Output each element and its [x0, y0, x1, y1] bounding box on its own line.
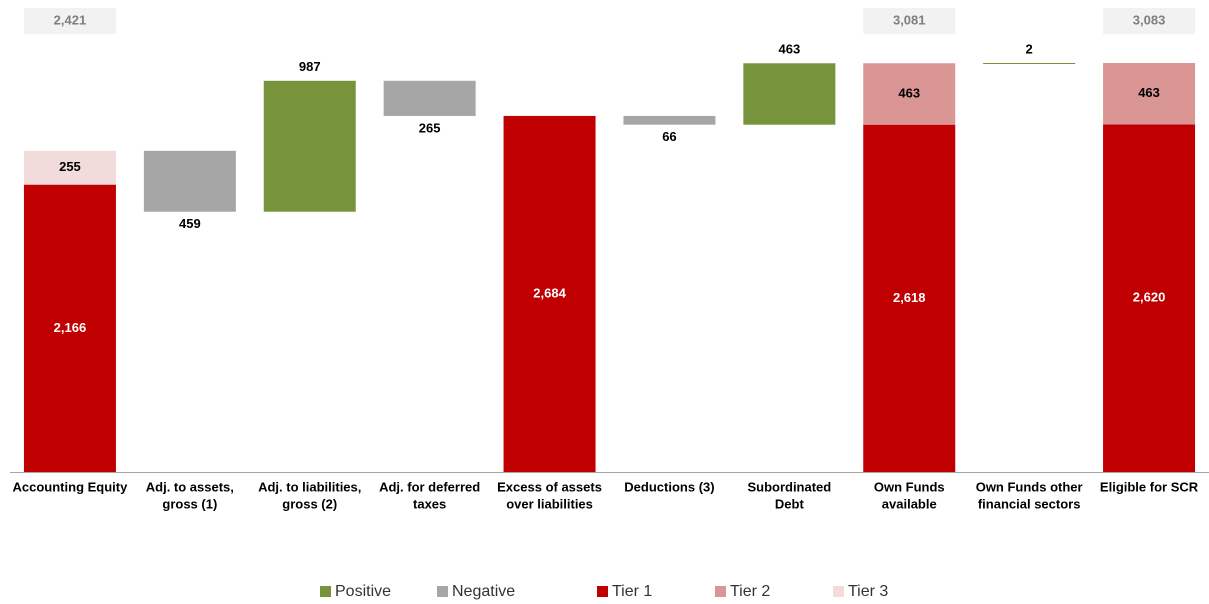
- x-tick-label: Accounting Equity: [13, 479, 129, 494]
- x-tick-label: taxes: [413, 496, 446, 511]
- x-tick-label: gross (1): [162, 496, 217, 511]
- total-box: [23, 8, 116, 34]
- x-tick-label: Own Funds: [874, 479, 945, 494]
- legend-label: Negative: [452, 583, 515, 600]
- x-tick-label: Subordinated: [747, 479, 831, 494]
- x-tick-label: over liabilities: [506, 496, 593, 511]
- bar-segment: [1103, 124, 1196, 472]
- x-tick-label: Excess of assets: [497, 479, 602, 494]
- data-label: 987: [299, 59, 321, 74]
- x-tick-label: Eligible for SCR: [1100, 479, 1199, 494]
- legend-swatch: [833, 586, 844, 597]
- x-tick-label: Adj. to liabilities,: [258, 479, 361, 494]
- data-label: 2,620: [1133, 290, 1166, 305]
- legend-swatch: [437, 586, 448, 597]
- x-tick-label: Adj. to assets,: [146, 479, 234, 494]
- x-tick-label: available: [882, 496, 937, 511]
- data-label: 463: [1138, 85, 1160, 100]
- legend-label: Tier 1: [612, 583, 652, 600]
- data-label: 2: [1026, 41, 1033, 56]
- bar-segment: [863, 124, 956, 472]
- bar: [743, 63, 836, 125]
- legend-swatch: [320, 586, 331, 597]
- data-label: 2,684: [533, 285, 566, 300]
- x-tick-label: Adj. for deferred: [379, 479, 480, 494]
- bar: [143, 150, 236, 212]
- bar-segment: [23, 150, 116, 185]
- data-label: 2,618: [893, 290, 926, 305]
- data-label: 66: [662, 129, 676, 144]
- bar: [263, 80, 356, 212]
- total-label: 2,421: [54, 12, 87, 27]
- bar-segment: [1103, 63, 1196, 125]
- legend-swatch: [715, 586, 726, 597]
- data-label: 255: [59, 159, 81, 174]
- bar-segment: [23, 184, 116, 472]
- legend-swatch: [597, 586, 608, 597]
- x-tick-label: financial sectors: [978, 496, 1081, 511]
- bar: [983, 63, 1076, 64]
- legend-label: Positive: [335, 583, 391, 600]
- x-tick-label: Own Funds other: [976, 479, 1083, 494]
- data-label: 2,166: [54, 320, 87, 335]
- total-box: [1103, 8, 1196, 34]
- total-label: 3,081: [893, 12, 926, 27]
- bar-segment: [503, 115, 596, 473]
- bar: [623, 115, 716, 125]
- legend-label: Tier 2: [730, 583, 770, 600]
- bar: [383, 80, 476, 116]
- data-label: 265: [419, 120, 441, 135]
- total-box: [863, 8, 956, 34]
- x-tick-label: gross (2): [282, 496, 337, 511]
- x-tick-label: Deductions (3): [624, 479, 714, 494]
- legend-label: Tier 3: [848, 583, 888, 600]
- data-label: 459: [179, 216, 201, 231]
- x-tick-label: Debt: [775, 496, 805, 511]
- data-label: 463: [898, 85, 920, 100]
- total-label: 3,083: [1133, 12, 1166, 27]
- bar-segment: [863, 63, 956, 125]
- data-label: 463: [778, 42, 800, 57]
